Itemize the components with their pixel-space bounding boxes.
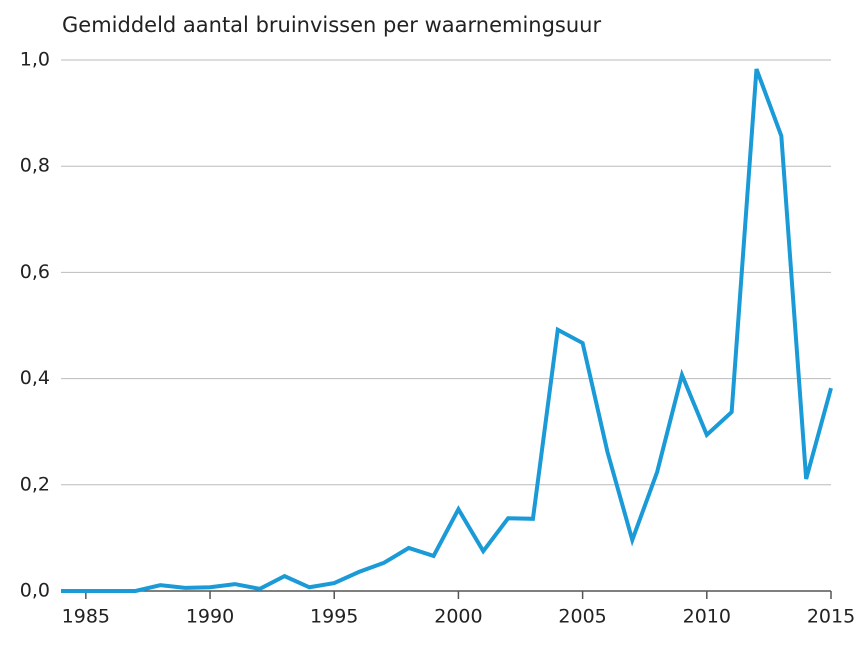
y-tick-label: 0,4 [20,367,50,389]
y-tick-label: 0,2 [20,473,50,495]
x-tick-label: 1995 [310,606,358,628]
y-tick-label: 1,0 [20,49,50,71]
x-tick-label: 1990 [186,606,234,628]
x-tick-label: 2015 [807,606,855,628]
x-tick-label: 1985 [62,606,110,628]
y-tick-label: 0,0 [20,580,50,602]
x-tick-label: 2000 [434,606,482,628]
y-tick-label: 0,8 [20,155,50,177]
y-tick-label: 0,6 [20,261,50,283]
chart-title: Gemiddeld aantal bruinvissen per waarnem… [62,13,601,37]
x-tick-label: 2010 [683,606,731,628]
x-tick-label: 2005 [558,606,606,628]
line [61,68,833,593]
